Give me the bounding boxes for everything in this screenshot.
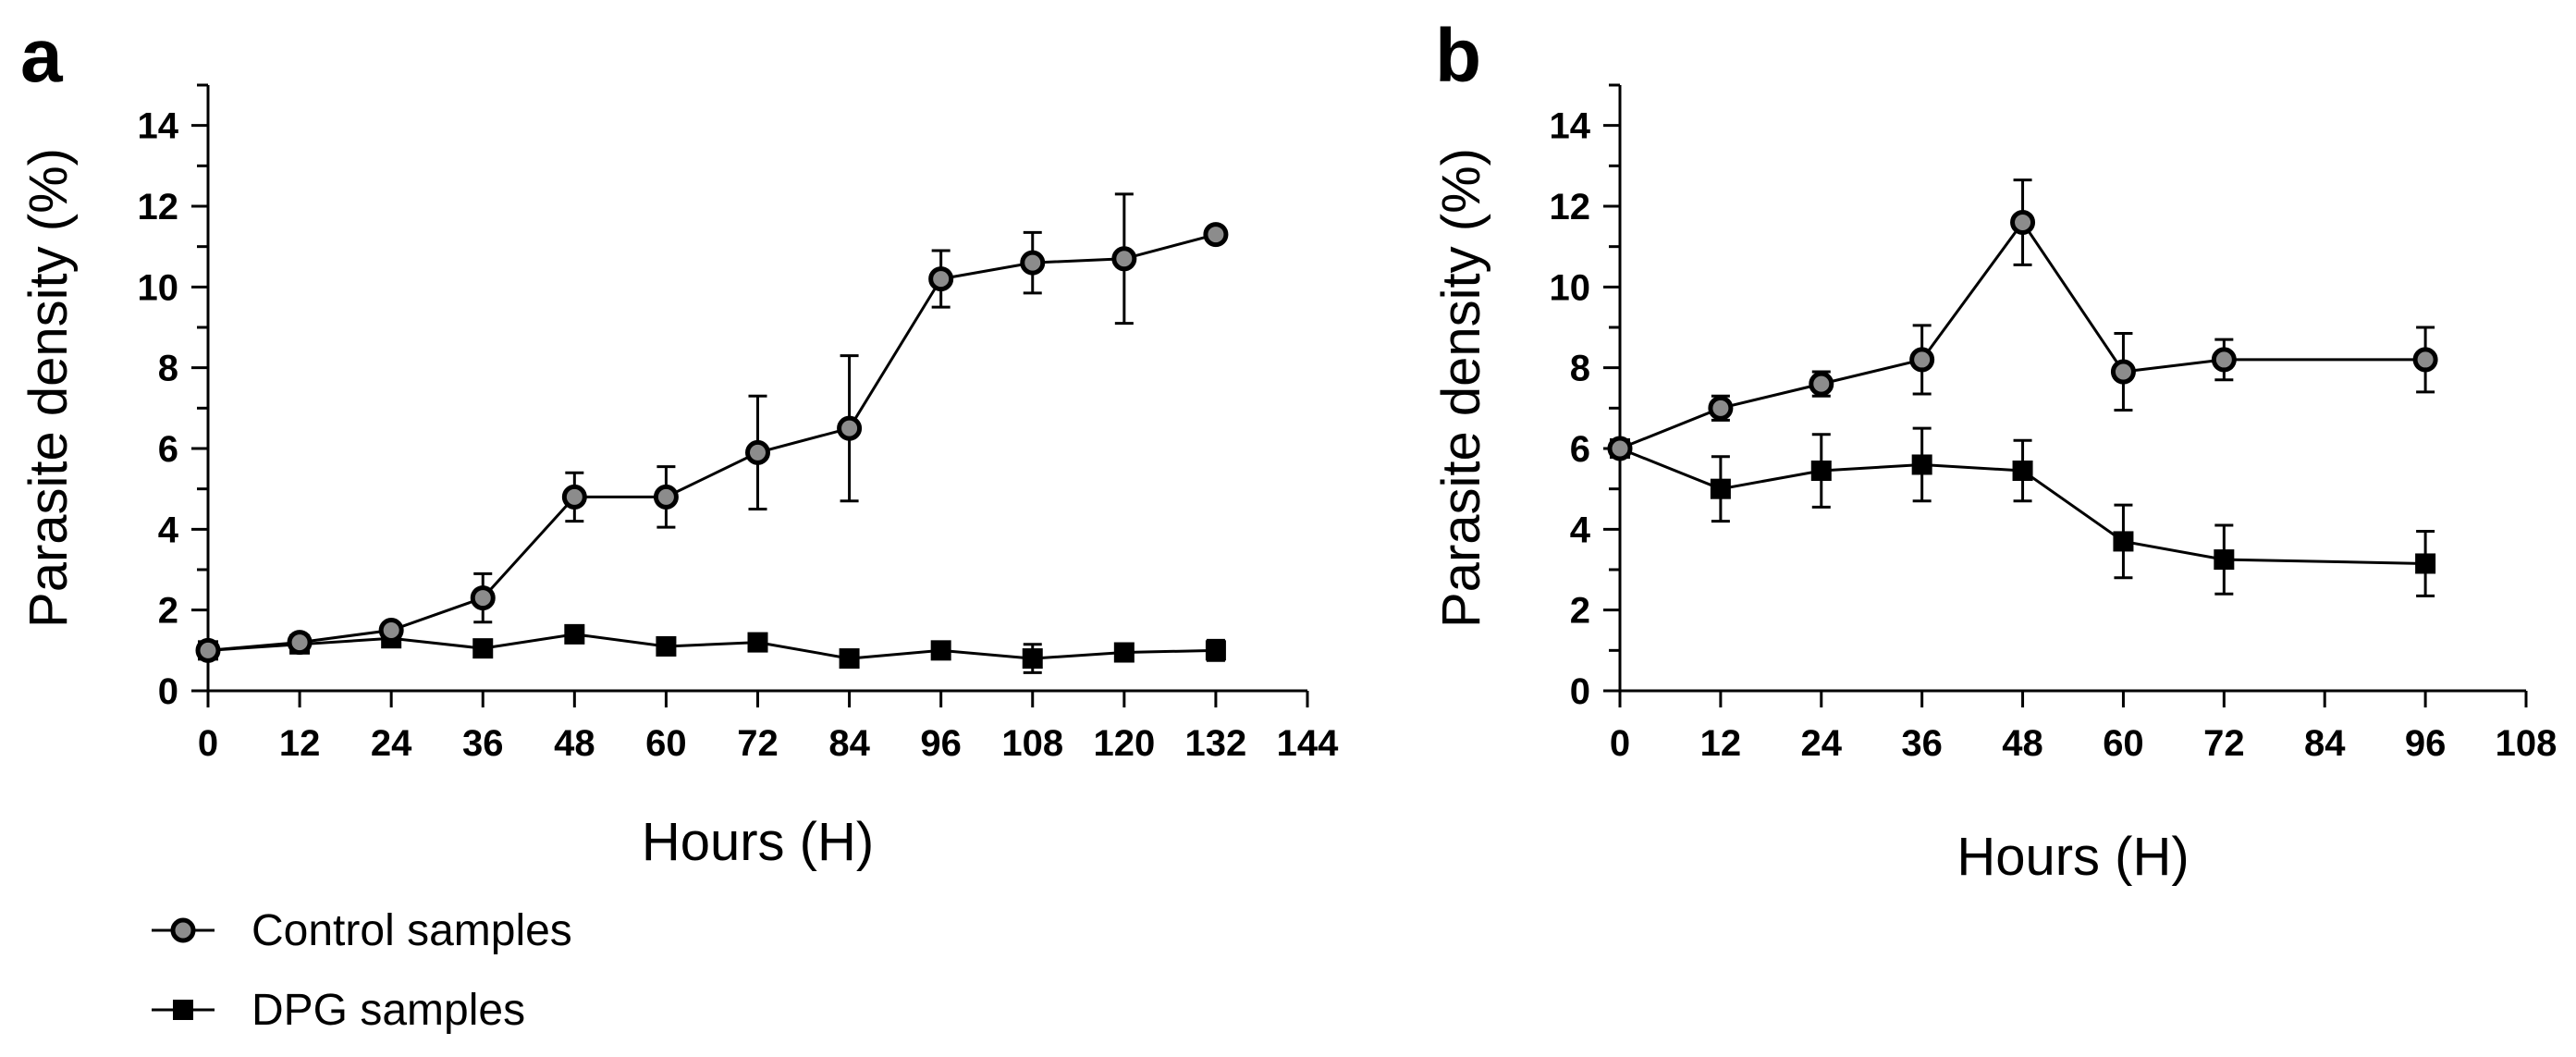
x-tick-label: 60 [645, 723, 687, 764]
data-point-control [1020, 250, 1046, 276]
data-point-control [2412, 347, 2438, 373]
data-point-dpg [472, 638, 494, 659]
data-point-dpg [2012, 461, 2033, 482]
y-tick-label: 8 [1570, 349, 1590, 389]
data-point-dpg [1810, 461, 1832, 482]
data-point-control [653, 484, 679, 510]
series-line-control [1619, 219, 2426, 450]
y-tick-label: 10 [1550, 267, 1591, 308]
x-tick-label: 120 [1093, 723, 1155, 764]
x-tick-label: 48 [2002, 723, 2043, 764]
data-point-dpg [1205, 640, 1226, 661]
data-point-control [2010, 209, 2036, 235]
x-tick-label: 96 [2405, 723, 2447, 764]
y-tick-label: 14 [138, 106, 179, 147]
data-point-control [928, 266, 954, 292]
x-tick-label: 24 [371, 723, 412, 764]
x-tick-label: 36 [462, 723, 504, 764]
legend-item-dpg: DPG samples [152, 986, 525, 1035]
data-point-control [195, 637, 221, 663]
y-tick-label: 10 [138, 267, 179, 308]
data-point-control [745, 439, 770, 465]
x-tick-label: 84 [2304, 723, 2346, 764]
legend-dpg-label: DPG samples [251, 986, 525, 1035]
y-tick-label: 14 [1550, 106, 1591, 147]
y-tick-label: 4 [158, 510, 179, 550]
y-tick-label: 6 [1570, 429, 1590, 470]
series-control [1607, 178, 2438, 461]
y-axis-title: Parasite density (%) [18, 148, 79, 628]
x-tick-label: 48 [554, 723, 595, 764]
panel-letter: b [1435, 14, 1481, 98]
data-point-dpg [2214, 549, 2235, 571]
data-point-control [1809, 371, 1834, 397]
legend: Control samples DPG samples [152, 906, 572, 1035]
data-point-control [287, 630, 313, 656]
x-tick-label: 132 [1185, 723, 1247, 764]
data-point-dpg [564, 623, 585, 645]
data-point-dpg [2113, 531, 2134, 552]
x-tick-label: 72 [737, 723, 779, 764]
y-tick-label: 12 [1550, 187, 1591, 227]
panel-letter: a [20, 14, 64, 98]
y-axis-title: Parasite density (%) [1431, 148, 1491, 628]
x-axis-title: Hours (H) [1957, 827, 2189, 887]
data-point-control [1607, 436, 1633, 461]
data-point-control [837, 415, 863, 441]
data-point-control [470, 585, 496, 611]
y-tick-label: 2 [158, 591, 178, 632]
data-point-control [2110, 359, 2136, 385]
y-tick-label: 0 [1570, 671, 1590, 712]
data-point-control [1708, 395, 1734, 421]
data-point-control [378, 618, 404, 643]
data-point-dpg [1710, 478, 1731, 499]
x-tick-label: 24 [1801, 723, 1843, 764]
x-tick-label: 108 [2496, 723, 2558, 764]
data-point-dpg [839, 648, 860, 670]
x-tick-label: 36 [1901, 723, 1943, 764]
y-tick-label: 4 [1570, 510, 1591, 550]
data-point-control [1909, 347, 1935, 373]
series-line-dpg [1619, 447, 2426, 565]
x-tick-label: 144 [1277, 723, 1339, 764]
legend-item-control: Control samples [152, 906, 572, 955]
data-point-dpg [930, 640, 951, 661]
y-tick-label: 12 [138, 187, 179, 227]
data-point-control [561, 484, 587, 510]
x-tick-label: 12 [1700, 723, 1742, 764]
y-tick-label: 0 [158, 671, 178, 712]
legend-control-marker [170, 917, 196, 943]
data-point-dpg [1113, 642, 1135, 663]
series-dpg [198, 623, 1226, 674]
data-point-control [2211, 347, 2237, 373]
data-point-dpg [2415, 553, 2436, 574]
x-tick-label: 0 [198, 723, 218, 764]
data-point-dpg [747, 632, 768, 653]
x-tick-label: 60 [2103, 723, 2144, 764]
series-control [195, 192, 1229, 663]
y-tick-label: 2 [1570, 591, 1590, 632]
y-tick-label: 6 [158, 429, 178, 470]
x-tick-label: 72 [2203, 723, 2245, 764]
x-tick-label: 0 [1610, 723, 1630, 764]
legend-dpg-marker [173, 1000, 193, 1020]
y-tick-label: 8 [158, 349, 178, 389]
data-point-dpg [1022, 648, 1043, 670]
x-tick-label: 96 [920, 723, 962, 764]
x-tick-label: 12 [279, 723, 321, 764]
legend-control-label: Control samples [251, 906, 572, 955]
data-point-control [1111, 246, 1137, 272]
series-dpg [1610, 426, 2436, 597]
data-point-control [1203, 222, 1229, 248]
data-point-dpg [656, 635, 677, 657]
x-tick-label: 108 [1001, 723, 1063, 764]
data-point-dpg [1911, 454, 1932, 475]
x-tick-label: 84 [828, 723, 870, 764]
series-line-control [207, 233, 1217, 652]
series-line-dpg [207, 633, 1216, 660]
x-axis-title: Hours (H) [642, 812, 874, 872]
